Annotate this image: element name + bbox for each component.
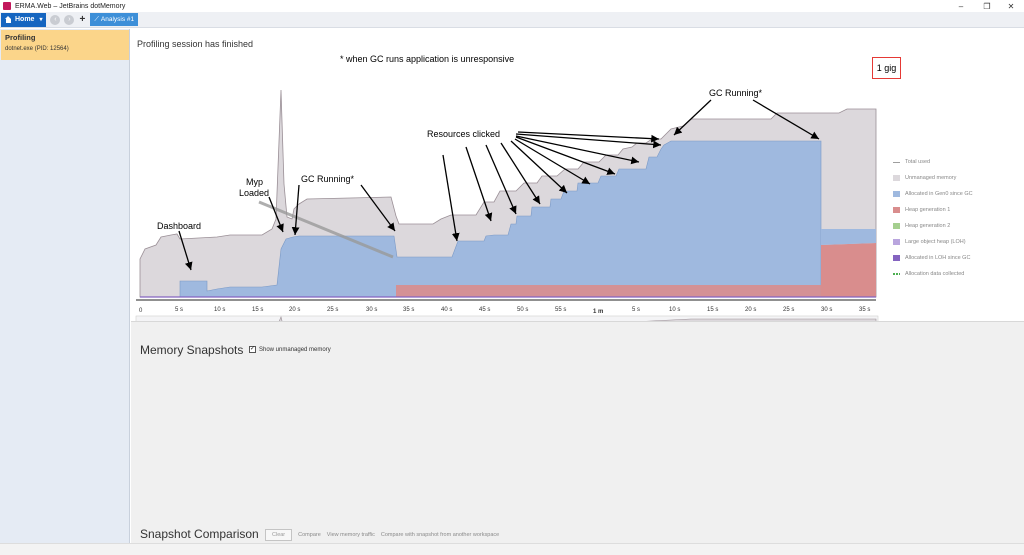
gc-running-label-1: GC Running* — [301, 174, 355, 184]
tick-15s: 15 s — [252, 307, 263, 313]
gen0-after-gc — [821, 229, 876, 245]
myp-loaded-label-1: Myp — [246, 177, 263, 187]
gc-running-label-2: GC Running* — [709, 88, 763, 98]
snapshot-comparison-title: Snapshot Comparison — [140, 527, 259, 541]
clear-button[interactable]: Clear — [265, 529, 293, 541]
show-unmanaged-toggle[interactable]: ✓ Show unmanaged memory — [249, 346, 331, 353]
legend-item[interactable]: Allocated in LOH since GC — [893, 250, 1023, 266]
tick-1m15s: 15 s — [707, 307, 718, 313]
tick-1m20s: 20 s — [745, 307, 756, 313]
loh-swatch — [893, 239, 900, 245]
comparison-actions: Clear Compare View memory traffic Compar… — [265, 529, 499, 541]
tick-1m10s: 10 s — [669, 307, 680, 313]
memory-timeline-chart[interactable]: Dashboard Myp Loaded GC Running* Resourc… — [131, 59, 1024, 349]
title-bar: ERMA.Web – JetBrains dotMemory – ❐ ✕ — [0, 0, 1024, 12]
legend-item[interactable]: Unmanaged memory — [893, 170, 1023, 186]
sidebar: Profiling dotnet.exe (PID: 12564) — [0, 29, 130, 543]
legend-label: Unmanaged memory — [905, 175, 957, 181]
legend-item[interactable]: Total used — [893, 154, 1023, 170]
heap-gen1-after-gc — [821, 243, 876, 297]
analysis-icon: ⟋ — [94, 15, 99, 23]
myp-loaded-label-2: Loaded — [239, 188, 269, 198]
tick-25s: 25 s — [327, 307, 338, 313]
tick-35s: 35 s — [403, 307, 414, 313]
window-title: ERMA.Web – JetBrains dotMemory — [15, 2, 126, 10]
heap-gen1-area — [396, 285, 821, 297]
time-axis-ticks: 0 5 s 10 s 15 s 20 s 25 s 30 s 35 s 40 s… — [139, 307, 870, 315]
toolbar: Home ▾ ‹ › + ⟋ Analysis #1 — [0, 12, 1024, 28]
legend-item[interactable]: Heap generation 2 — [893, 218, 1023, 234]
profiling-session-card[interactable]: Profiling dotnet.exe (PID: 12564) — [1, 30, 129, 60]
legend-label: Total used — [905, 159, 931, 165]
show-unmanaged-checkbox[interactable]: ✓ — [249, 346, 256, 353]
gen0-swatch — [893, 191, 900, 197]
close-button[interactable]: ✕ — [1007, 1, 1015, 11]
chart-legend: Total used Unmanaged memory Allocated in… — [893, 154, 1023, 282]
add-tab-button[interactable]: + — [79, 13, 86, 25]
show-unmanaged-label: Show unmanaged memory — [259, 346, 331, 353]
tick-1m25s: 25 s — [783, 307, 794, 313]
tick-50s: 50 s — [517, 307, 528, 313]
main-panel: Profiling session has finished * when GC… — [131, 29, 1024, 543]
gc-shadow-pointer — [258, 200, 394, 259]
forward-arrow-icon[interactable]: › — [64, 14, 75, 25]
resources-clicked-label: Resources clicked — [427, 129, 500, 139]
legend-label: Heap generation 1 — [905, 207, 951, 213]
tick-1m: 1 m — [593, 309, 603, 315]
minimize-button[interactable]: – — [958, 1, 964, 11]
total-used-swatch — [893, 161, 900, 163]
tick-1m5s: 5 s — [632, 307, 640, 313]
tab-analysis-label: Analysis #1 — [100, 16, 135, 23]
dashboard-label: Dashboard — [157, 221, 201, 231]
compare-link[interactable]: Compare — [298, 532, 321, 538]
tick-55s: 55 s — [555, 307, 566, 313]
status-bar — [0, 543, 1024, 555]
gen1-swatch — [893, 207, 900, 213]
back-arrow-icon[interactable]: ‹ — [50, 14, 61, 25]
legend-item[interactable]: Allocation data collected — [893, 266, 1023, 282]
home-button[interactable]: Home ▾ — [1, 12, 47, 27]
tick-1m35s: 35 s — [859, 307, 870, 313]
one-gig-annotation: 1 gig — [872, 57, 901, 79]
profiling-card-subtitle: dotnet.exe (PID: 12564) — [5, 46, 69, 52]
tick-40s: 40 s — [441, 307, 452, 313]
compare-other-workspace-link[interactable]: Compare with snapshot from another works… — [380, 532, 500, 538]
tick-10s: 10 s — [214, 307, 225, 313]
gen0-allocated-area — [179, 140, 822, 298]
chevron-down-icon[interactable]: ▾ — [39, 17, 43, 23]
legend-label: Allocated in LOH since GC — [905, 255, 971, 261]
maximize-button[interactable]: ❐ — [983, 1, 991, 11]
session-status-message: Profiling session has finished — [137, 39, 254, 49]
gc-note-annotation: * when GC runs application is unresponsi… — [340, 54, 515, 64]
tick-1m30s: 30 s — [821, 307, 832, 313]
unmanaged-swatch — [893, 175, 900, 181]
legend-item[interactable]: Allocated in Gen0 since GC — [893, 186, 1023, 202]
legend-label: Large object heap (LOH) — [905, 239, 966, 245]
legend-label: Heap generation 2 — [905, 223, 951, 229]
home-label: Home — [15, 16, 35, 23]
memory-snapshots-title: Memory Snapshots — [140, 343, 244, 357]
legend-label: Allocation data collected — [905, 271, 965, 277]
tick-0: 0 — [139, 308, 143, 314]
profiling-card-title: Profiling — [5, 33, 36, 42]
annotation-arrows — [178, 99, 820, 271]
home-icon — [5, 16, 12, 23]
snapshots-panel: Memory Snapshots ✓ Show unmanaged memory… — [131, 321, 1024, 543]
gen2-swatch — [893, 223, 900, 229]
memory-chart-svg: Dashboard Myp Loaded GC Running* Resourc… — [132, 88, 881, 348]
tab-analysis[interactable]: ⟋ Analysis #1 — [90, 13, 139, 26]
loh-since-gc-swatch — [893, 255, 900, 261]
view-memory-traffic-link[interactable]: View memory traffic — [326, 532, 375, 538]
legend-item[interactable]: Heap generation 1 — [893, 202, 1023, 218]
allocation-data-swatch — [893, 273, 900, 275]
tick-45s: 45 s — [479, 307, 490, 313]
tick-5s: 5 s — [175, 307, 183, 313]
tick-30s: 30 s — [366, 307, 377, 313]
app-icon — [3, 2, 11, 10]
legend-item[interactable]: Large object heap (LOH) — [893, 234, 1023, 250]
tick-20s: 20 s — [289, 307, 300, 313]
legend-label: Allocated in Gen0 since GC — [905, 191, 973, 197]
